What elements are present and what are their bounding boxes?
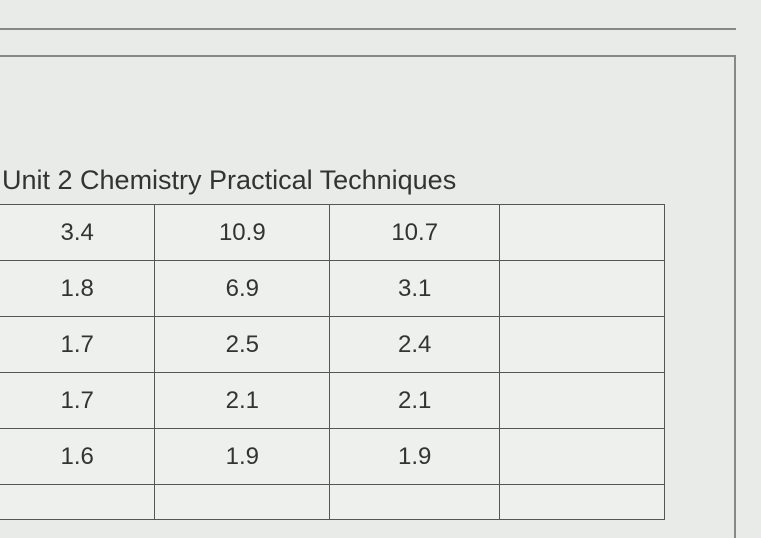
table-cell: 3.4 <box>0 205 155 261</box>
table-cell <box>500 373 665 429</box>
table-cell: 10.9 <box>155 205 330 261</box>
table-cell: 2.5 <box>155 317 330 373</box>
table-cell: 10.7 <box>330 205 500 261</box>
table-cell: 2.1 <box>330 373 500 429</box>
table-row: 1.7 2.1 2.1 <box>0 373 665 429</box>
table-body: 3.4 10.9 10.7 1.8 6.9 3.1 1.7 2.5 2.4 1.… <box>0 205 665 520</box>
table-cell: 2.4 <box>330 317 500 373</box>
table-cell: 1.6 <box>0 429 155 485</box>
table-row: 3.4 10.9 10.7 <box>0 205 665 261</box>
table-row: 1.6 1.9 1.9 <box>0 429 665 485</box>
table-cell: 2.1 <box>155 373 330 429</box>
table-cell: 3.1 <box>330 261 500 317</box>
table-row: 1.7 2.5 2.4 <box>0 317 665 373</box>
table-cell <box>155 485 330 520</box>
table-cell: 1.9 <box>155 429 330 485</box>
table-row: 1.8 6.9 3.1 <box>0 261 665 317</box>
table-cell <box>0 485 155 520</box>
table-cell: 1.7 <box>0 373 155 429</box>
top-border-line <box>0 28 736 30</box>
page-title: Unit 2 Chemistry Practical Techniques <box>0 165 665 196</box>
table-cell <box>500 429 665 485</box>
table-row <box>0 485 665 520</box>
table-cell <box>500 205 665 261</box>
table-cell <box>500 485 665 520</box>
table-cell: 1.8 <box>0 261 155 317</box>
table-cell: 1.9 <box>330 429 500 485</box>
table-cell: 1.7 <box>0 317 155 373</box>
data-table: 3.4 10.9 10.7 1.8 6.9 3.1 1.7 2.5 2.4 1.… <box>0 204 665 520</box>
table-cell <box>500 317 665 373</box>
table-cell <box>500 261 665 317</box>
content-area: Unit 2 Chemistry Practical Techniques 3.… <box>0 165 665 520</box>
table-cell <box>330 485 500 520</box>
table-cell: 6.9 <box>155 261 330 317</box>
